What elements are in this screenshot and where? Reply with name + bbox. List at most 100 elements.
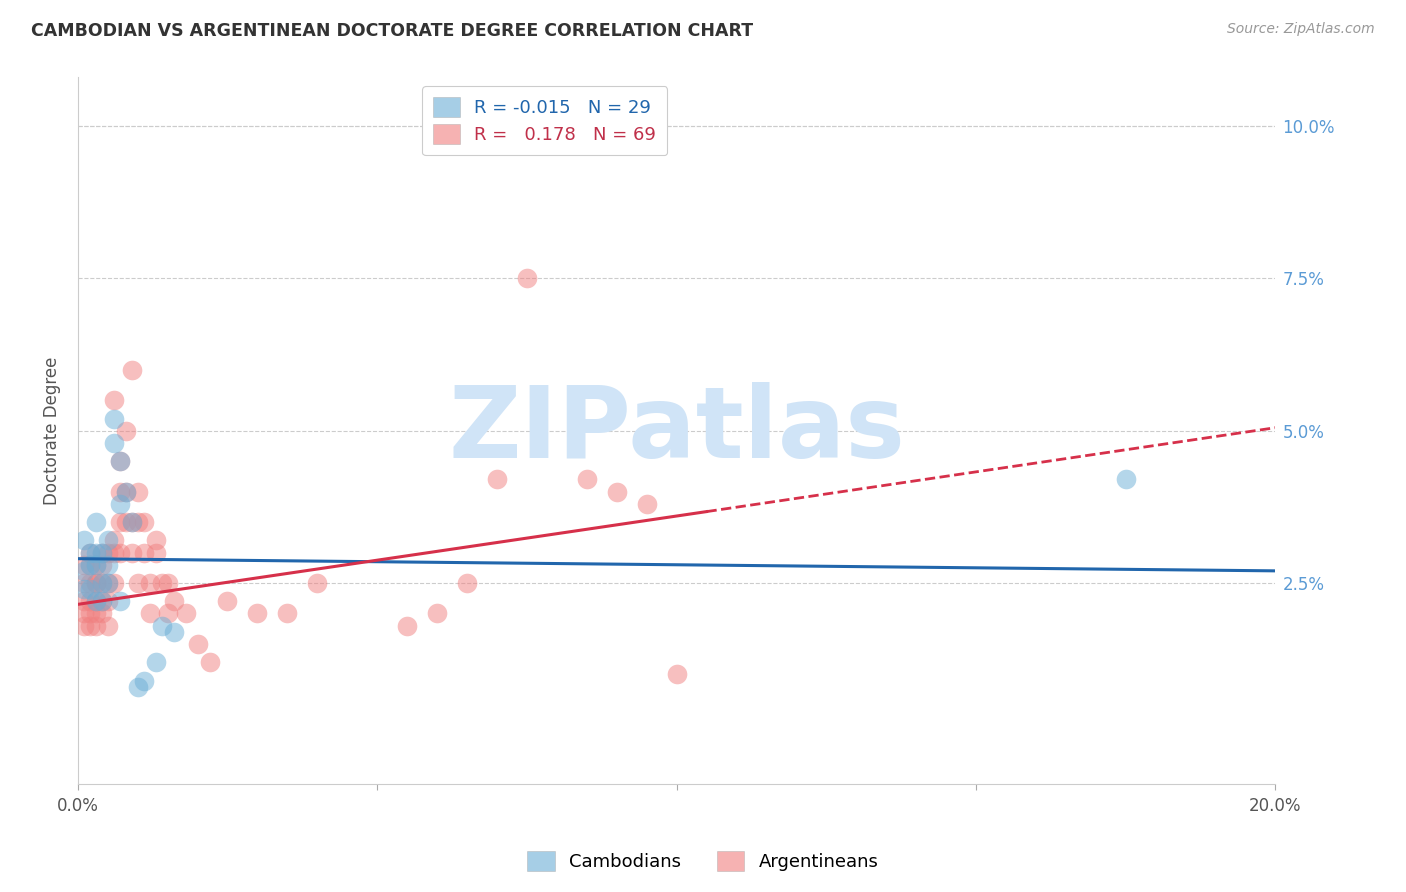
Point (138, 576, 160, 591)
Point (456, 576, 478, 591)
Point (174, 607, 197, 621)
Point (73, 576, 96, 591)
Point (73, 618, 96, 632)
Point (103, 411, 125, 425)
Point (485, 473, 508, 487)
Point (79, 618, 101, 632)
Point (127, 515, 149, 529)
Point (90, 576, 112, 591)
Point (150, 618, 173, 632)
Point (276, 607, 298, 621)
Point (79, 607, 101, 621)
Point (84, 515, 107, 529)
Point (90, 545, 112, 559)
Point (73, 607, 96, 621)
Point (121, 363, 143, 377)
Point (84, 576, 107, 591)
Point (132, 545, 155, 559)
Point (108, 454, 131, 468)
Point (145, 545, 167, 559)
Point (84, 558, 107, 572)
Point (138, 607, 160, 621)
Point (108, 545, 131, 559)
Point (162, 594, 184, 608)
Point (162, 624, 184, 639)
Point (79, 558, 101, 572)
Point (79, 545, 101, 559)
Point (103, 533, 125, 548)
Point (79, 582, 101, 596)
Point (103, 545, 125, 559)
Point (73, 582, 96, 596)
Point (73, 594, 96, 608)
Point (1115, 473, 1137, 487)
Point (103, 393, 125, 408)
Point (150, 576, 173, 591)
Y-axis label: Doctorate Degree: Doctorate Degree (44, 357, 60, 505)
Point (97, 618, 120, 632)
Point (90, 594, 112, 608)
Point (84, 545, 107, 559)
Point (114, 484, 136, 499)
Text: CAMBODIAN VS ARGENTINEAN DOCTORATE DEGREE CORRELATION CHART: CAMBODIAN VS ARGENTINEAN DOCTORATE DEGRE… (31, 22, 754, 40)
Point (198, 655, 221, 669)
Point (73, 533, 96, 548)
Point (108, 484, 131, 499)
Point (90, 607, 112, 621)
Point (97, 594, 120, 608)
Legend: Cambodians, Argentineans: Cambodians, Argentineans (520, 844, 886, 879)
Point (132, 515, 155, 529)
Point (79, 545, 101, 559)
Point (79, 558, 101, 572)
Point (79, 576, 101, 591)
Point (84, 576, 107, 591)
Point (127, 484, 149, 499)
Point (90, 576, 112, 591)
Point (79, 594, 101, 608)
Point (156, 607, 179, 621)
Point (90, 594, 112, 608)
Point (114, 515, 136, 529)
Point (97, 576, 120, 591)
Point (84, 558, 107, 572)
Point (84, 618, 107, 632)
Point (426, 607, 449, 621)
Point (156, 576, 179, 591)
Text: Source: ZipAtlas.com: Source: ZipAtlas.com (1227, 22, 1375, 37)
Point (114, 424, 136, 438)
Point (121, 515, 143, 529)
Point (665, 667, 688, 681)
Point (127, 680, 149, 694)
Point (103, 436, 125, 450)
Point (97, 558, 120, 572)
Point (108, 515, 131, 529)
Point (114, 484, 136, 499)
Point (103, 576, 125, 591)
Point (73, 558, 96, 572)
Point (516, 271, 538, 285)
Point (90, 545, 112, 559)
Point (636, 497, 658, 511)
Point (396, 618, 419, 632)
Point (145, 655, 167, 669)
Point (145, 533, 167, 548)
Point (73, 564, 96, 578)
Point (108, 497, 131, 511)
Point (217, 594, 239, 608)
Point (132, 673, 155, 688)
Point (121, 545, 143, 559)
Point (575, 473, 598, 487)
Point (307, 576, 329, 591)
Point (84, 594, 107, 608)
Point (108, 454, 131, 468)
Point (97, 576, 120, 591)
Point (246, 607, 269, 621)
Point (108, 594, 131, 608)
Point (121, 515, 143, 529)
Point (90, 558, 112, 572)
Point (84, 594, 107, 608)
Point (84, 607, 107, 621)
Point (606, 484, 628, 499)
Point (127, 576, 149, 591)
Legend: R = -0.015   N = 29, R =   0.178   N = 69: R = -0.015 N = 29, R = 0.178 N = 69 (422, 87, 668, 155)
